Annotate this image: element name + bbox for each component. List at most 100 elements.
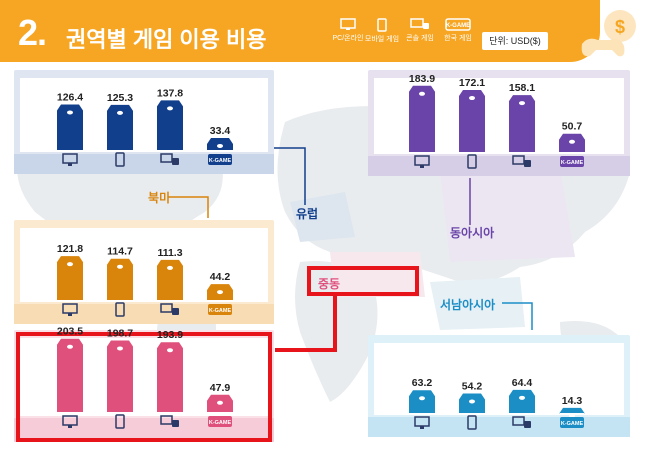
value-label: 54.2 bbox=[462, 380, 483, 392]
game-money-icon: $ bbox=[574, 6, 644, 66]
value-label: 193.9 bbox=[157, 329, 183, 341]
value-label: 114.7 bbox=[107, 246, 133, 258]
bar-cap-dot bbox=[67, 262, 73, 267]
bar-cap-dot bbox=[117, 346, 123, 351]
bar-유럽-1 bbox=[107, 104, 133, 150]
legend-label: PC/온라인 bbox=[332, 35, 364, 42]
bar-동아시아-2 bbox=[509, 95, 535, 152]
value-label: 172.1 bbox=[459, 77, 485, 89]
bar-서남아시아-0 bbox=[409, 390, 435, 413]
k-game-badge-text: K-GAME bbox=[446, 23, 470, 29]
bar-cap-dot bbox=[67, 110, 73, 115]
monitor-icon bbox=[340, 18, 356, 30]
bar-cap-dot bbox=[167, 106, 173, 111]
value-label: 111.3 bbox=[157, 247, 182, 259]
svg-text:K-GAME: K-GAME bbox=[561, 160, 584, 166]
bar-cap-dot bbox=[217, 143, 223, 148]
console-icon bbox=[512, 416, 531, 428]
bar-동아시아-0 bbox=[409, 85, 435, 152]
panel-north-america bbox=[14, 220, 274, 324]
legend-kgame: K-GAME 한국 게임 bbox=[436, 18, 480, 43]
value-label: 125.3 bbox=[107, 92, 133, 104]
region-label-europe: 유럽 bbox=[296, 207, 319, 221]
unit-label: 단위: USD($) bbox=[482, 32, 548, 50]
smartphone-icon bbox=[115, 302, 125, 317]
page-title: 권역별 게임 이용 비용 bbox=[66, 27, 267, 52]
bar-중동-2 bbox=[157, 342, 183, 412]
legend-label: 콘솔 게임 bbox=[406, 35, 434, 42]
value-label: 203.5 bbox=[57, 326, 83, 338]
k-game-icon: K-GAME bbox=[208, 416, 232, 427]
bar-cap-dot bbox=[167, 265, 173, 270]
bar-cap-dot bbox=[167, 348, 173, 353]
bar-cap-dot bbox=[117, 264, 123, 269]
region-label-north-america: 북미 bbox=[148, 191, 171, 205]
bar-서남아시아-3 bbox=[559, 407, 585, 414]
bar-동아시아-1 bbox=[459, 90, 485, 152]
value-label: 183.9 bbox=[409, 73, 435, 85]
bar-cap-dot bbox=[519, 101, 525, 106]
value-label: 121.8 bbox=[57, 243, 83, 255]
console-icon bbox=[410, 18, 429, 29]
bar-유럽-0 bbox=[57, 104, 83, 150]
bar-중동-1 bbox=[107, 340, 133, 412]
svg-text:K-GAME: K-GAME bbox=[209, 158, 232, 164]
k-game-icon: K-GAME bbox=[560, 417, 584, 428]
monitor-icon bbox=[62, 153, 78, 166]
smartphone-icon bbox=[467, 415, 477, 430]
bar-유럽-2 bbox=[157, 100, 183, 150]
bar-북미-0 bbox=[57, 256, 83, 300]
bar-cap-dot bbox=[419, 91, 425, 96]
bar-cap-dot bbox=[117, 110, 123, 115]
middle-east-highlight bbox=[307, 266, 419, 296]
svg-text:K-GAME: K-GAME bbox=[561, 421, 584, 427]
console-icon bbox=[160, 303, 179, 315]
legend-console: 콘솔 게임 bbox=[398, 18, 442, 43]
region-label-southwest-asia: 서남아시아 bbox=[440, 298, 496, 312]
bar-북미-1 bbox=[107, 258, 133, 300]
smartphone-icon bbox=[377, 18, 387, 32]
value-label: 198.7 bbox=[107, 327, 133, 339]
smartphone-icon bbox=[115, 414, 125, 429]
smartphone-icon bbox=[467, 154, 477, 169]
value-label: 137.8 bbox=[157, 87, 183, 99]
bar-cap-dot bbox=[519, 395, 525, 400]
monitor-icon bbox=[414, 416, 430, 429]
bar-cap-dot bbox=[67, 344, 73, 349]
k-game-icon: K-GAME bbox=[560, 156, 584, 167]
section-number: 2. bbox=[18, 12, 47, 53]
bar-중동-0 bbox=[57, 338, 83, 412]
region-label-middle-east: 중동 bbox=[318, 277, 341, 291]
svg-text:K-GAME: K-GAME bbox=[209, 308, 232, 314]
bar-서남아시아-2 bbox=[509, 389, 535, 413]
value-label: 64.4 bbox=[512, 377, 533, 389]
value-label: 47.9 bbox=[210, 382, 231, 394]
svg-text:K-GAME: K-GAME bbox=[209, 420, 232, 426]
bar-cap-dot bbox=[217, 290, 223, 295]
value-label: 158.1 bbox=[509, 82, 535, 94]
smartphone-icon bbox=[115, 152, 125, 167]
k-game-icon: K-GAME bbox=[208, 154, 232, 165]
k-game-icon: K-GAME bbox=[445, 18, 471, 31]
monitor-icon bbox=[414, 155, 430, 168]
monitor-icon bbox=[62, 415, 78, 428]
bar-cap-dot bbox=[217, 400, 223, 405]
value-label: 33.4 bbox=[210, 125, 231, 137]
console-icon bbox=[160, 153, 179, 165]
svg-text:$: $ bbox=[615, 17, 625, 37]
bar-북미-2 bbox=[157, 259, 183, 300]
header-banner: 2. 권역별 게임 이용 비용 PC/온라인 모바일 게임 콘솔 게임 K-GA… bbox=[0, 0, 600, 62]
value-label: 14.3 bbox=[562, 395, 583, 407]
value-label: 126.4 bbox=[57, 91, 83, 103]
legend-pc: PC/온라인 bbox=[326, 18, 370, 43]
bar-cap-dot bbox=[569, 139, 575, 144]
legend-mobile: 모바일 게임 bbox=[360, 18, 404, 44]
value-label: 44.2 bbox=[210, 271, 231, 283]
legend-label: 모바일 게임 bbox=[364, 36, 400, 43]
k-game-icon: K-GAME bbox=[208, 304, 232, 315]
bar-cap-dot bbox=[469, 399, 475, 404]
region-label-east-asia: 동아시아 bbox=[450, 226, 495, 240]
legend-label: 한국 게임 bbox=[444, 35, 472, 42]
